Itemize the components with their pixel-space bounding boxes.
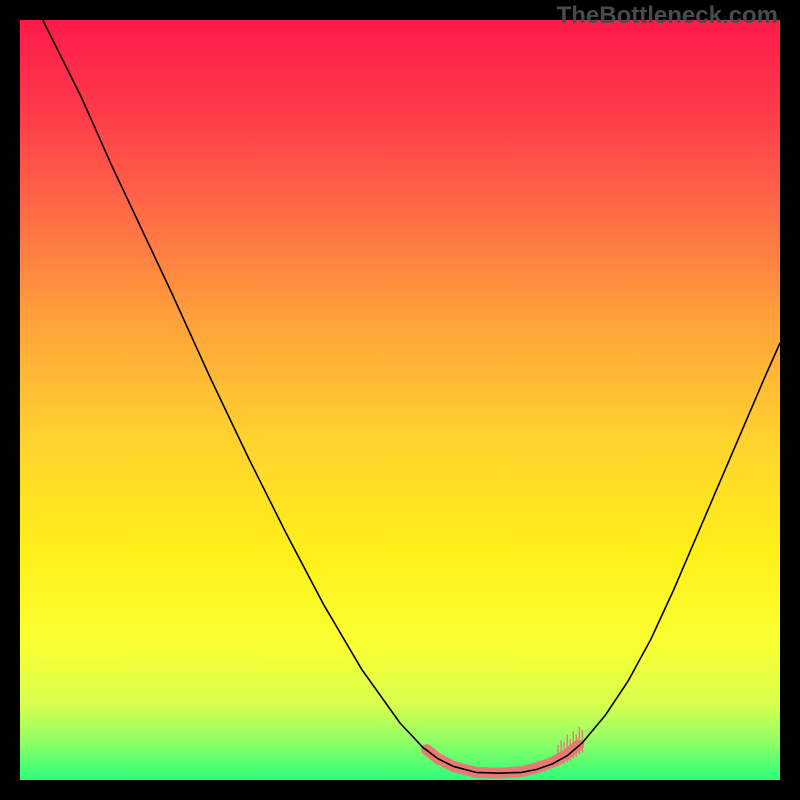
chart-frame [0,0,800,800]
watermark-text: TheBottleneck.com [557,2,778,30]
chart-background [20,20,780,780]
bottleneck-chart [0,0,800,800]
